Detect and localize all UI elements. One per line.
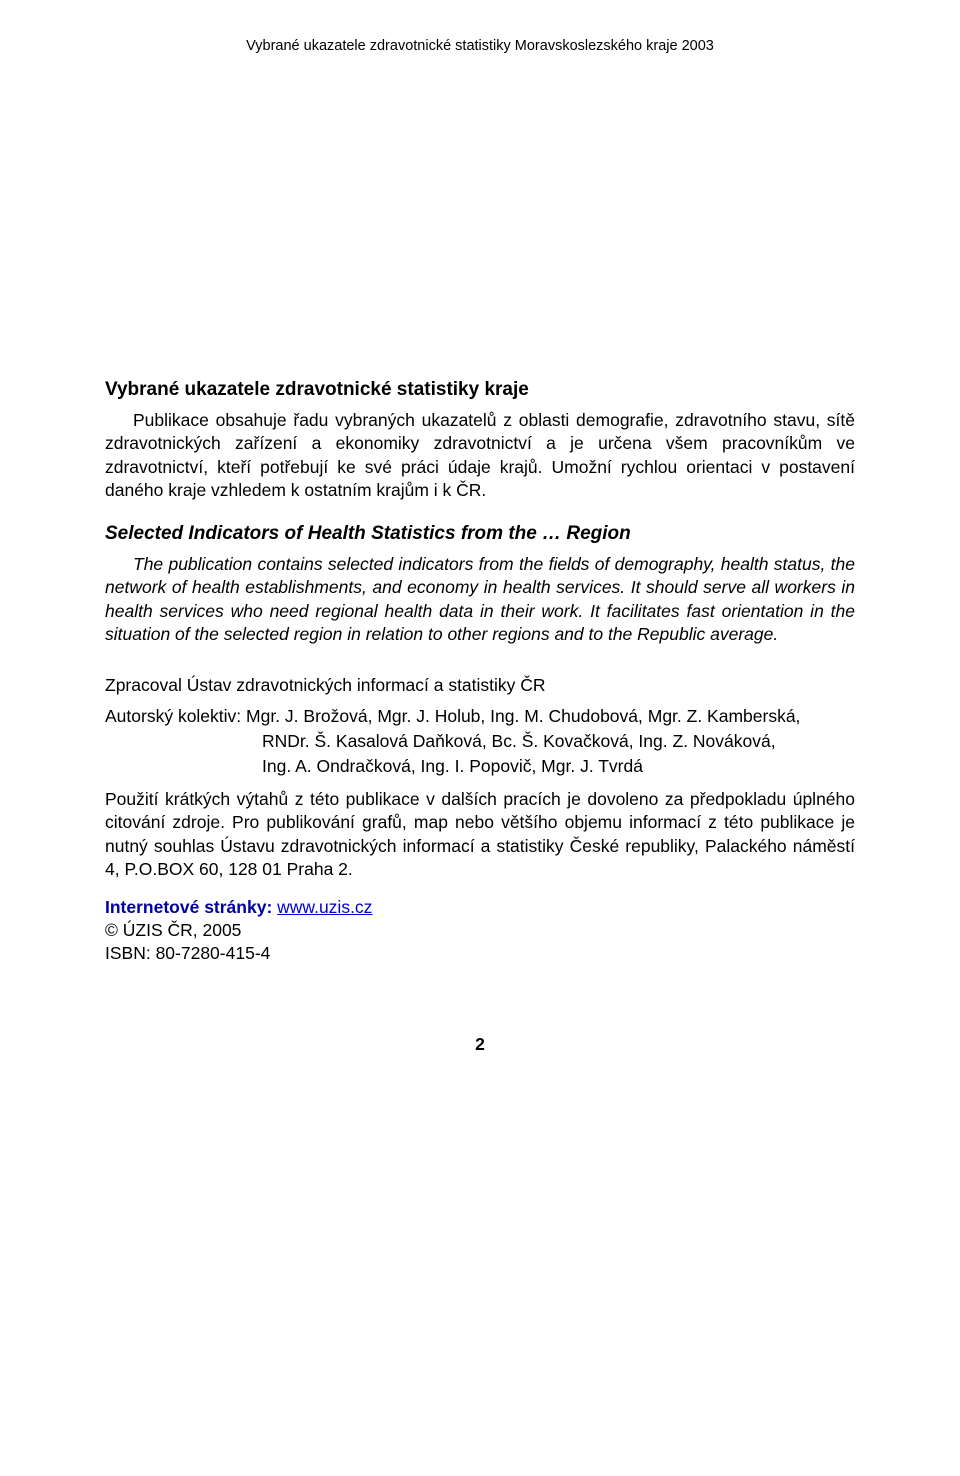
title-czech: Vybrané ukazatele zdravotnické statistik… bbox=[105, 379, 855, 401]
usage-note: Použití krátkých výtahů z této publikace… bbox=[105, 788, 855, 882]
page-header: Vybrané ukazatele zdravotnické statistik… bbox=[105, 38, 855, 54]
authors-label: Autorský kolektiv: bbox=[105, 706, 241, 726]
web-label: Internetové stránky: bbox=[105, 897, 277, 917]
authors-line-2: RNDr. Š. Kasalová Daňková, Bc. Š. Kovačk… bbox=[105, 729, 855, 754]
paragraph-english: The publication contains selected indica… bbox=[105, 553, 855, 647]
isbn-line: ISBN: 80-7280-415-4 bbox=[105, 943, 855, 964]
authors-block: Autorský kolektiv: Mgr. J. Brožová, Mgr.… bbox=[105, 704, 855, 780]
paragraph-czech: Publikace obsahuje řadu vybraných ukazat… bbox=[105, 409, 855, 503]
authors-line-3: Ing. A. Ondračková, Ing. I. Popovič, Mgr… bbox=[105, 754, 855, 779]
web-link[interactable]: www.uzis.cz bbox=[277, 897, 372, 917]
copyright-line: © ÚZIS ČR, 2005 bbox=[105, 920, 855, 941]
title-english: Selected Indicators of Health Statistics… bbox=[105, 523, 855, 545]
page-number: 2 bbox=[105, 1034, 855, 1055]
web-line: Internetové stránky: www.uzis.cz bbox=[105, 897, 855, 918]
authors-line-1: Mgr. J. Brožová, Mgr. J. Holub, Ing. M. … bbox=[246, 706, 800, 726]
processed-by-line: Zpracoval Ústav zdravotnických informací… bbox=[105, 675, 855, 696]
